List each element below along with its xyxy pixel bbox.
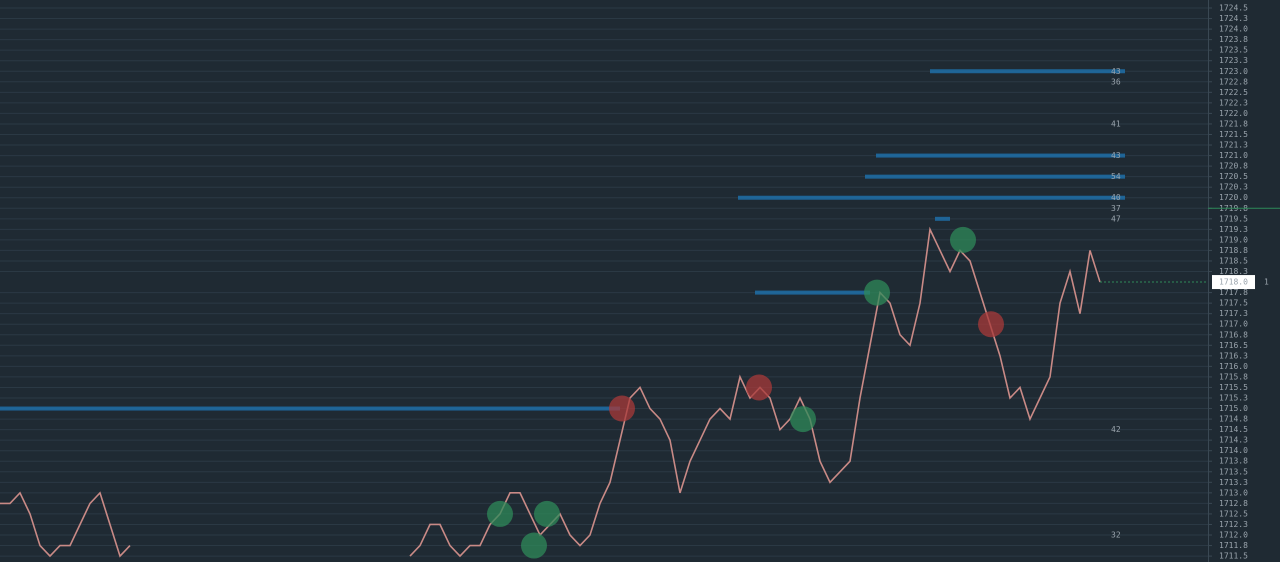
y-tick-label: 1713.8 (1219, 457, 1248, 466)
y-tick-label: 1717.3 (1219, 309, 1248, 318)
y-tick-label: 1712.0 (1219, 531, 1248, 540)
y-tick-label: 1714.0 (1219, 446, 1248, 455)
y-tick-label: 1722.5 (1219, 88, 1248, 97)
y-tick-label: 1721.8 (1219, 119, 1248, 128)
y-tick-label: 1723.0 (1219, 67, 1248, 76)
liquidity-bar (0, 406, 620, 411)
level-size-label: 40 (1111, 193, 1121, 202)
y-tick-label: 1718.3 (1219, 267, 1248, 276)
level-size-label: 36 (1111, 77, 1121, 86)
liquidity-bar (738, 195, 1125, 200)
liquidity-bar (755, 290, 870, 295)
y-tick-label: 1720.8 (1219, 162, 1248, 171)
y-tick-label: 1724.0 (1219, 25, 1248, 34)
y-tick-label: 1715.8 (1219, 372, 1248, 381)
level-size-label: 42 (1111, 425, 1121, 434)
y-tick-label: 1720.0 (1219, 193, 1248, 202)
y-tick-label: 1712.3 (1219, 520, 1248, 529)
y-tick-label: 1717.5 (1219, 299, 1248, 308)
last-price-label: 1718.0 (1219, 278, 1248, 287)
y-tick-label: 1724.3 (1219, 14, 1248, 23)
y-tick-label: 1713.5 (1219, 467, 1248, 476)
trade-marker (609, 395, 635, 422)
y-tick-label: 1722.8 (1219, 77, 1248, 86)
y-tick-label: 1719.3 (1219, 225, 1248, 234)
liquidity-bar (930, 69, 1125, 74)
y-tick-label: 1722.0 (1219, 109, 1248, 118)
level-size-label: 32 (1111, 531, 1121, 540)
y-tick-label: 1719.0 (1219, 235, 1248, 244)
y-tick-label: 1713.3 (1219, 478, 1248, 487)
liquidity-bar (935, 216, 950, 221)
y-tick-label: 1714.5 (1219, 425, 1248, 434)
y-tick-label: 1724.5 (1219, 4, 1248, 13)
y-tick-label: 1716.0 (1219, 362, 1248, 371)
trade-marker (534, 500, 560, 527)
plot-layer (0, 226, 1208, 559)
level-size-label: 54 (1111, 172, 1121, 181)
trade-marker (521, 532, 547, 559)
level-size-label: 43 (1111, 67, 1121, 76)
y-tick-label: 1720.5 (1219, 172, 1248, 181)
y-tick-label: 1715.3 (1219, 393, 1248, 402)
liquidity-bar (865, 174, 1125, 179)
y-tick-label: 1721.0 (1219, 151, 1248, 160)
y-tick-label: 1717.8 (1219, 288, 1248, 297)
y-tick-label: 1723.8 (1219, 35, 1248, 44)
trade-marker (864, 279, 890, 306)
y-tick-label: 1723.3 (1219, 56, 1248, 65)
y-tick-label: 1715.0 (1219, 404, 1248, 413)
level-size-label: 41 (1111, 119, 1121, 128)
y-tick-label: 1715.5 (1219, 383, 1248, 392)
y-tick-label: 1722.3 (1219, 98, 1248, 107)
trade-marker (746, 374, 772, 401)
y-tick-label: 1712.5 (1219, 509, 1248, 518)
level-size-label: 43 (1111, 151, 1121, 160)
y-tick-label: 1716.5 (1219, 341, 1248, 350)
y-tick-label: 1711.8 (1219, 541, 1248, 550)
last-price-box (1212, 275, 1255, 290)
trade-marker (978, 311, 1004, 338)
y-tick-label: 1711.5 (1219, 552, 1248, 561)
trade-marker (950, 226, 976, 253)
y-tick-label: 1716.3 (1219, 351, 1248, 360)
y-tick-label: 1717.0 (1219, 320, 1248, 329)
y-tick-label: 1712.8 (1219, 499, 1248, 508)
y-tick-label: 1713.0 (1219, 488, 1248, 497)
liquidity-bar (876, 153, 1125, 158)
y-tick-label: 1718.8 (1219, 246, 1248, 255)
trade-marker (790, 406, 816, 433)
y-tick-label: 1719.5 (1219, 214, 1248, 223)
level-size-label: 37 (1111, 204, 1121, 213)
y-tick-label: 1716.8 (1219, 330, 1248, 339)
y-tick-label: 1721.3 (1219, 141, 1248, 150)
y-tick-label: 1718.5 (1219, 256, 1248, 265)
grid-layer (0, 7, 1208, 557)
y-tick-label: 1721.5 (1219, 130, 1248, 139)
level-size-label: 47 (1111, 214, 1121, 223)
y-tick-label: 1714.8 (1219, 415, 1248, 424)
y-tick-label: 1714.3 (1219, 436, 1248, 445)
last-price-note: 1 (1264, 278, 1269, 287)
y-tick-label: 1723.5 (1219, 46, 1248, 55)
trade-marker (487, 500, 513, 527)
y-tick-label: 1720.3 (1219, 183, 1248, 192)
